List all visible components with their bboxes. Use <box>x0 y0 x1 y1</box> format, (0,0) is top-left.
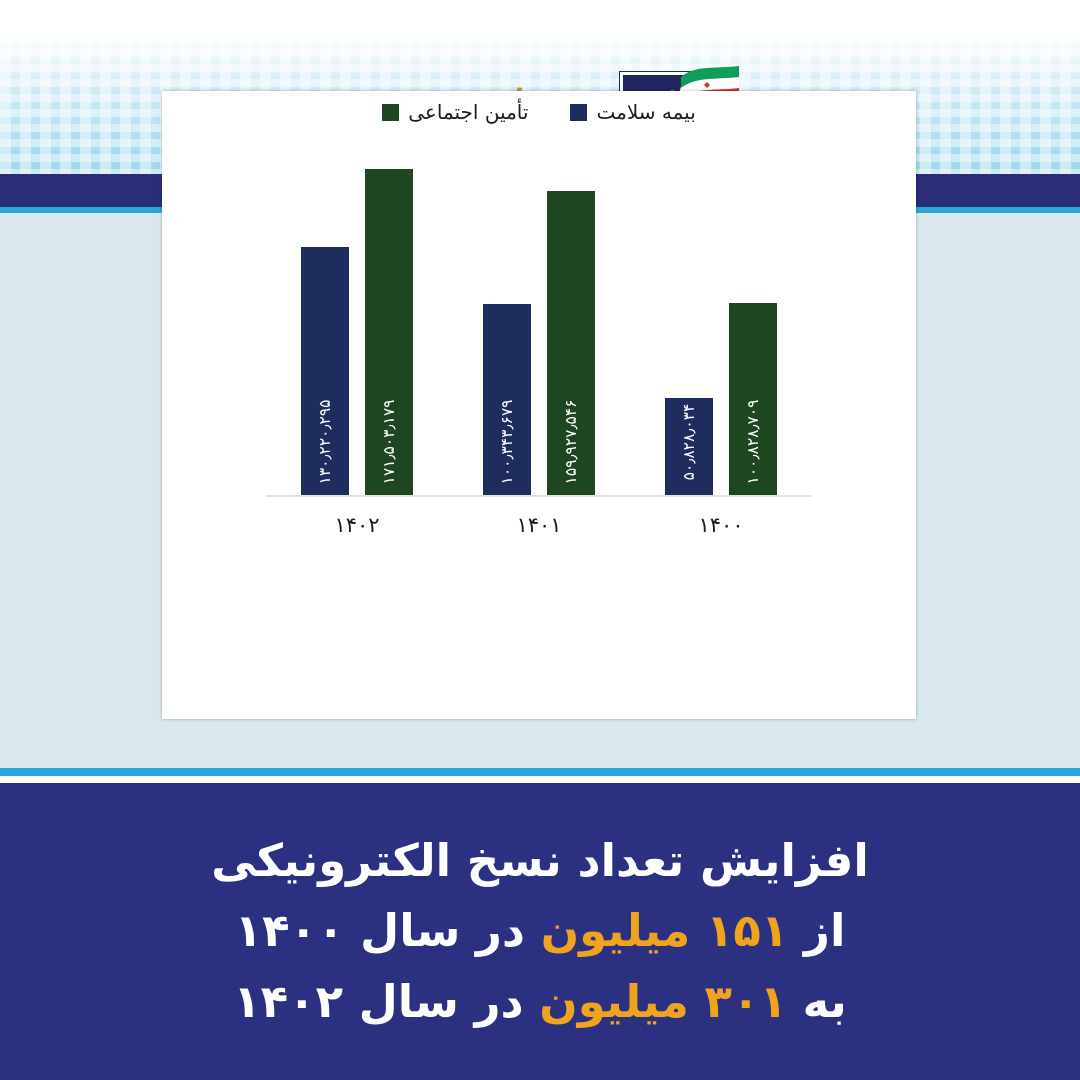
category-label: ۱۴۰۰ <box>698 513 744 537</box>
caption-line-2-highlight: ۱۵۱ میلیون <box>540 904 789 958</box>
caption-line-3-pre: به <box>786 974 847 1028</box>
bar-group: ۱۵۹٫۹۲۷٫۵۴۶ ۱۰۰٫۳۴۳٫۶۷۹ <box>483 143 595 495</box>
category-label: ۱۴۰۱ <box>516 513 562 537</box>
bar-value-label: ۱۰۰٫۳۴۳٫۶۷۹ <box>498 399 516 485</box>
caption-line-2-pre: از <box>788 904 846 958</box>
bar-health-insurance: ۱۰۰٫۳۴۳٫۶۷۹ <box>483 304 531 495</box>
chart-legend: تأمین اجتماعی بیمه سلامت <box>162 100 916 124</box>
caption-line-2-post: در سال ۱۴۰۰ <box>234 904 541 958</box>
caption-block: افزایش تعداد نسخ الکترونیکی از ۱۵۱ میلیو… <box>0 783 1080 1080</box>
legend-item-health-insurance: بیمه سلامت <box>570 100 696 124</box>
legend-label-health-insurance: بیمه سلامت <box>596 100 696 124</box>
bar-value-label: ۵۰٫۸۲۸٫۰۳۴ <box>680 403 698 481</box>
category-label: ۱۴۰۲ <box>334 513 380 537</box>
chart-plot-area: ۱۰۰٫۸۲۸٫۷۰۹ ۵۰٫۸۲۸٫۰۳۴ ۱۵۹٫۹۲۷٫۵۴۶ ۱۰۰٫۳۴۳٫… <box>214 143 864 537</box>
footer-cyan-divider <box>0 768 1080 776</box>
bar-group: ۱۷۱٫۵۰۳٫۱۷۹ ۱۳۰٫۲۲۰٫۲۹۵ <box>301 143 413 495</box>
bar-value-label: ۱۰۰٫۸۲۸٫۷۰۹ <box>744 399 762 485</box>
bar-value-label: ۱۳۰٫۲۲۰٫۲۹۵ <box>316 399 334 485</box>
bar-group: ۱۰۰٫۸۲۸٫۷۰۹ ۵۰٫۸۲۸٫۰۳۴ <box>665 143 777 495</box>
caption-line-3-highlight: ۳۰۱ میلیون <box>539 974 787 1028</box>
legend-swatch-health-insurance <box>570 103 588 121</box>
bar-health-insurance: ۱۳۰٫۲۲۰٫۲۹۵ <box>301 247 349 495</box>
bar-social-security: ۱۷۱٫۵۰۳٫۱۷۹ <box>365 169 413 495</box>
bar-value-label: ۱۷۱٫۵۰۳٫۱۷۹ <box>380 399 398 485</box>
bar-health-insurance: ۵۰٫۸۲۸٫۰۳۴ <box>665 398 713 495</box>
bar-social-security: ۱۰۰٫۸۲۸٫۷۰۹ <box>729 303 777 495</box>
bar-value-label: ۱۵۹٫۹۲۷٫۵۴۶ <box>562 399 580 485</box>
bar-social-security: ۱۵۹٫۹۲۷٫۵۴۶ <box>547 191 595 495</box>
chart-axis-line <box>266 495 812 497</box>
legend-label-social-security: تأمین اجتماعی <box>408 100 529 124</box>
category-axis-labels: ۱۴۰۰ ۱۴۰۱ ۱۴۰۲ <box>266 505 812 545</box>
legend-item-social-security: تأمین اجتماعی <box>382 100 528 124</box>
bar-groups: ۱۰۰٫۸۲۸٫۷۰۹ ۵۰٫۸۲۸٫۰۳۴ ۱۵۹٫۹۲۷٫۵۴۶ ۱۰۰٫۳۴۳٫… <box>266 143 812 495</box>
caption-line-3: به ۳۰۱ میلیون در سال ۱۴۰۲ <box>233 971 847 1033</box>
caption-line-2: از ۱۵۱ میلیون در سال ۱۴۰۰ <box>235 900 846 962</box>
caption-line-1: افزایش تعداد نسخ الکترونیکی <box>211 834 869 888</box>
legend-swatch-social-security <box>382 103 400 121</box>
footer-white-divider <box>0 776 1080 783</box>
bar-chart-panel: تأمین اجتماعی بیمه سلامت ۱۰۰٫۸۲۸٫۷۰۹ ۵۰٫۸… <box>162 91 916 719</box>
caption-line-3-post: در سال ۱۴۰۲ <box>233 974 540 1028</box>
